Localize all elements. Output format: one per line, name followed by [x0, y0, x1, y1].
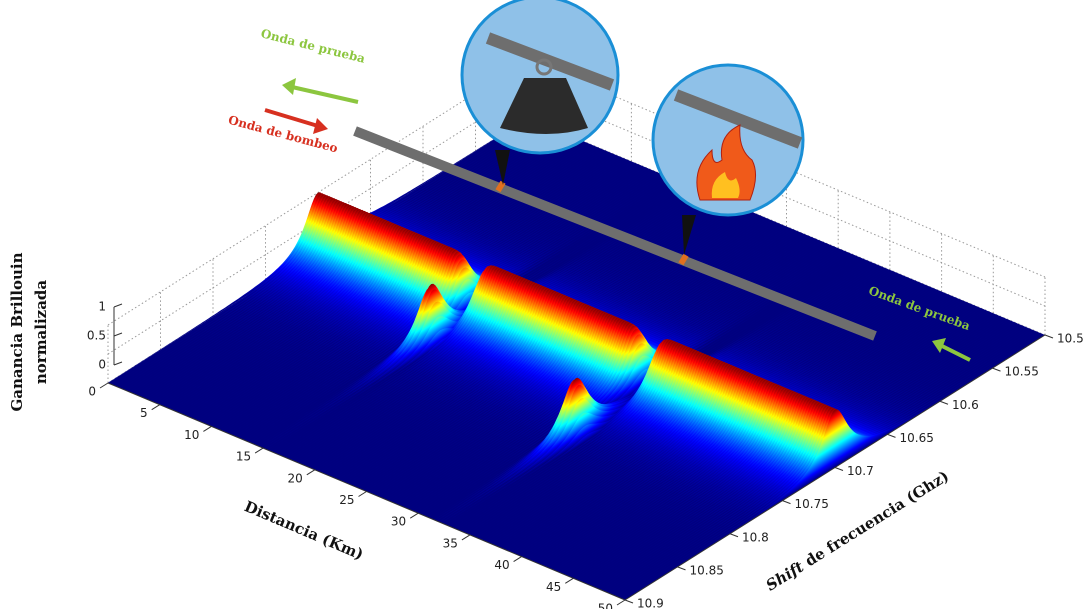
z-tick-label: 0.5 — [87, 329, 106, 343]
z-tick-label: 0 — [98, 358, 106, 372]
y-tick-label: 10.55 — [1005, 365, 1039, 379]
x-tick-label: 30 — [391, 515, 406, 529]
y-tick-label: 10.9 — [637, 597, 664, 609]
x-tick — [514, 557, 522, 562]
x-tick-label: 25 — [339, 493, 354, 507]
y-tick-label: 10.65 — [900, 431, 934, 445]
x-tick-label: 35 — [443, 536, 458, 550]
x-tick-label: 20 — [288, 471, 303, 485]
arrow-head — [313, 118, 328, 134]
arrow — [292, 87, 358, 102]
x-tick-label: 50 — [598, 602, 613, 609]
z-tick — [114, 304, 122, 307]
x-tick — [255, 448, 263, 453]
y-tick-label: 10.6 — [952, 398, 979, 412]
x-tick — [307, 470, 315, 475]
x-tick — [410, 513, 418, 518]
y-tick — [730, 534, 738, 537]
surface — [108, 118, 1045, 600]
x-tick-label: 10 — [184, 428, 199, 442]
y-tick-label: 10.75 — [795, 497, 829, 511]
x-tick — [565, 578, 573, 583]
y-tick — [678, 567, 686, 570]
chart: 0510152025303540455010.510.5510.610.6510… — [0, 0, 1089, 609]
annotation: Onda de bombeo — [227, 113, 340, 156]
x-tick — [617, 600, 625, 605]
page: {"chart_data": {"type": "surface", "xlab… — [0, 0, 1089, 609]
z-axis-label: normalizada — [32, 280, 50, 385]
x-tick — [462, 535, 470, 540]
z-tick — [114, 362, 122, 365]
x-tick-label: 0 — [88, 385, 96, 399]
y-tick — [940, 401, 948, 404]
x-tick — [152, 405, 160, 410]
x-tick — [359, 492, 367, 497]
y-tick — [835, 468, 843, 471]
y-tick-label: 10.8 — [742, 530, 769, 544]
y-tick — [1045, 335, 1053, 338]
y-tick-label: 10.5 — [1057, 332, 1084, 346]
z-axis-label: Ganancia Brillouin — [8, 252, 26, 411]
x-tick — [203, 426, 211, 431]
y-tick-label: 10.7 — [847, 464, 874, 478]
y-axis-label-emphasis: Shift — [763, 558, 807, 595]
y-tick-label: 10.85 — [690, 563, 724, 577]
event-marker — [681, 258, 686, 261]
y-tick — [888, 434, 896, 437]
x-tick — [100, 383, 108, 388]
x-tick-label: 5 — [140, 406, 148, 420]
z-tick — [114, 333, 122, 336]
y-axis-label-rest: de frecuencia (Ghz) — [802, 467, 952, 570]
x-tick-label: 40 — [494, 558, 509, 572]
y-tick — [783, 501, 791, 504]
x-axis-label: Distancia (Km) — [242, 497, 366, 563]
z-tick-label: 1 — [98, 300, 106, 314]
annotation: Onda de prueba — [259, 26, 366, 66]
y-tick — [625, 600, 633, 603]
x-tick-label: 15 — [236, 450, 251, 464]
event-marker — [498, 185, 503, 188]
y-tick — [993, 368, 1001, 371]
x-tick-label: 45 — [546, 580, 561, 594]
arrow-head — [282, 78, 296, 95]
